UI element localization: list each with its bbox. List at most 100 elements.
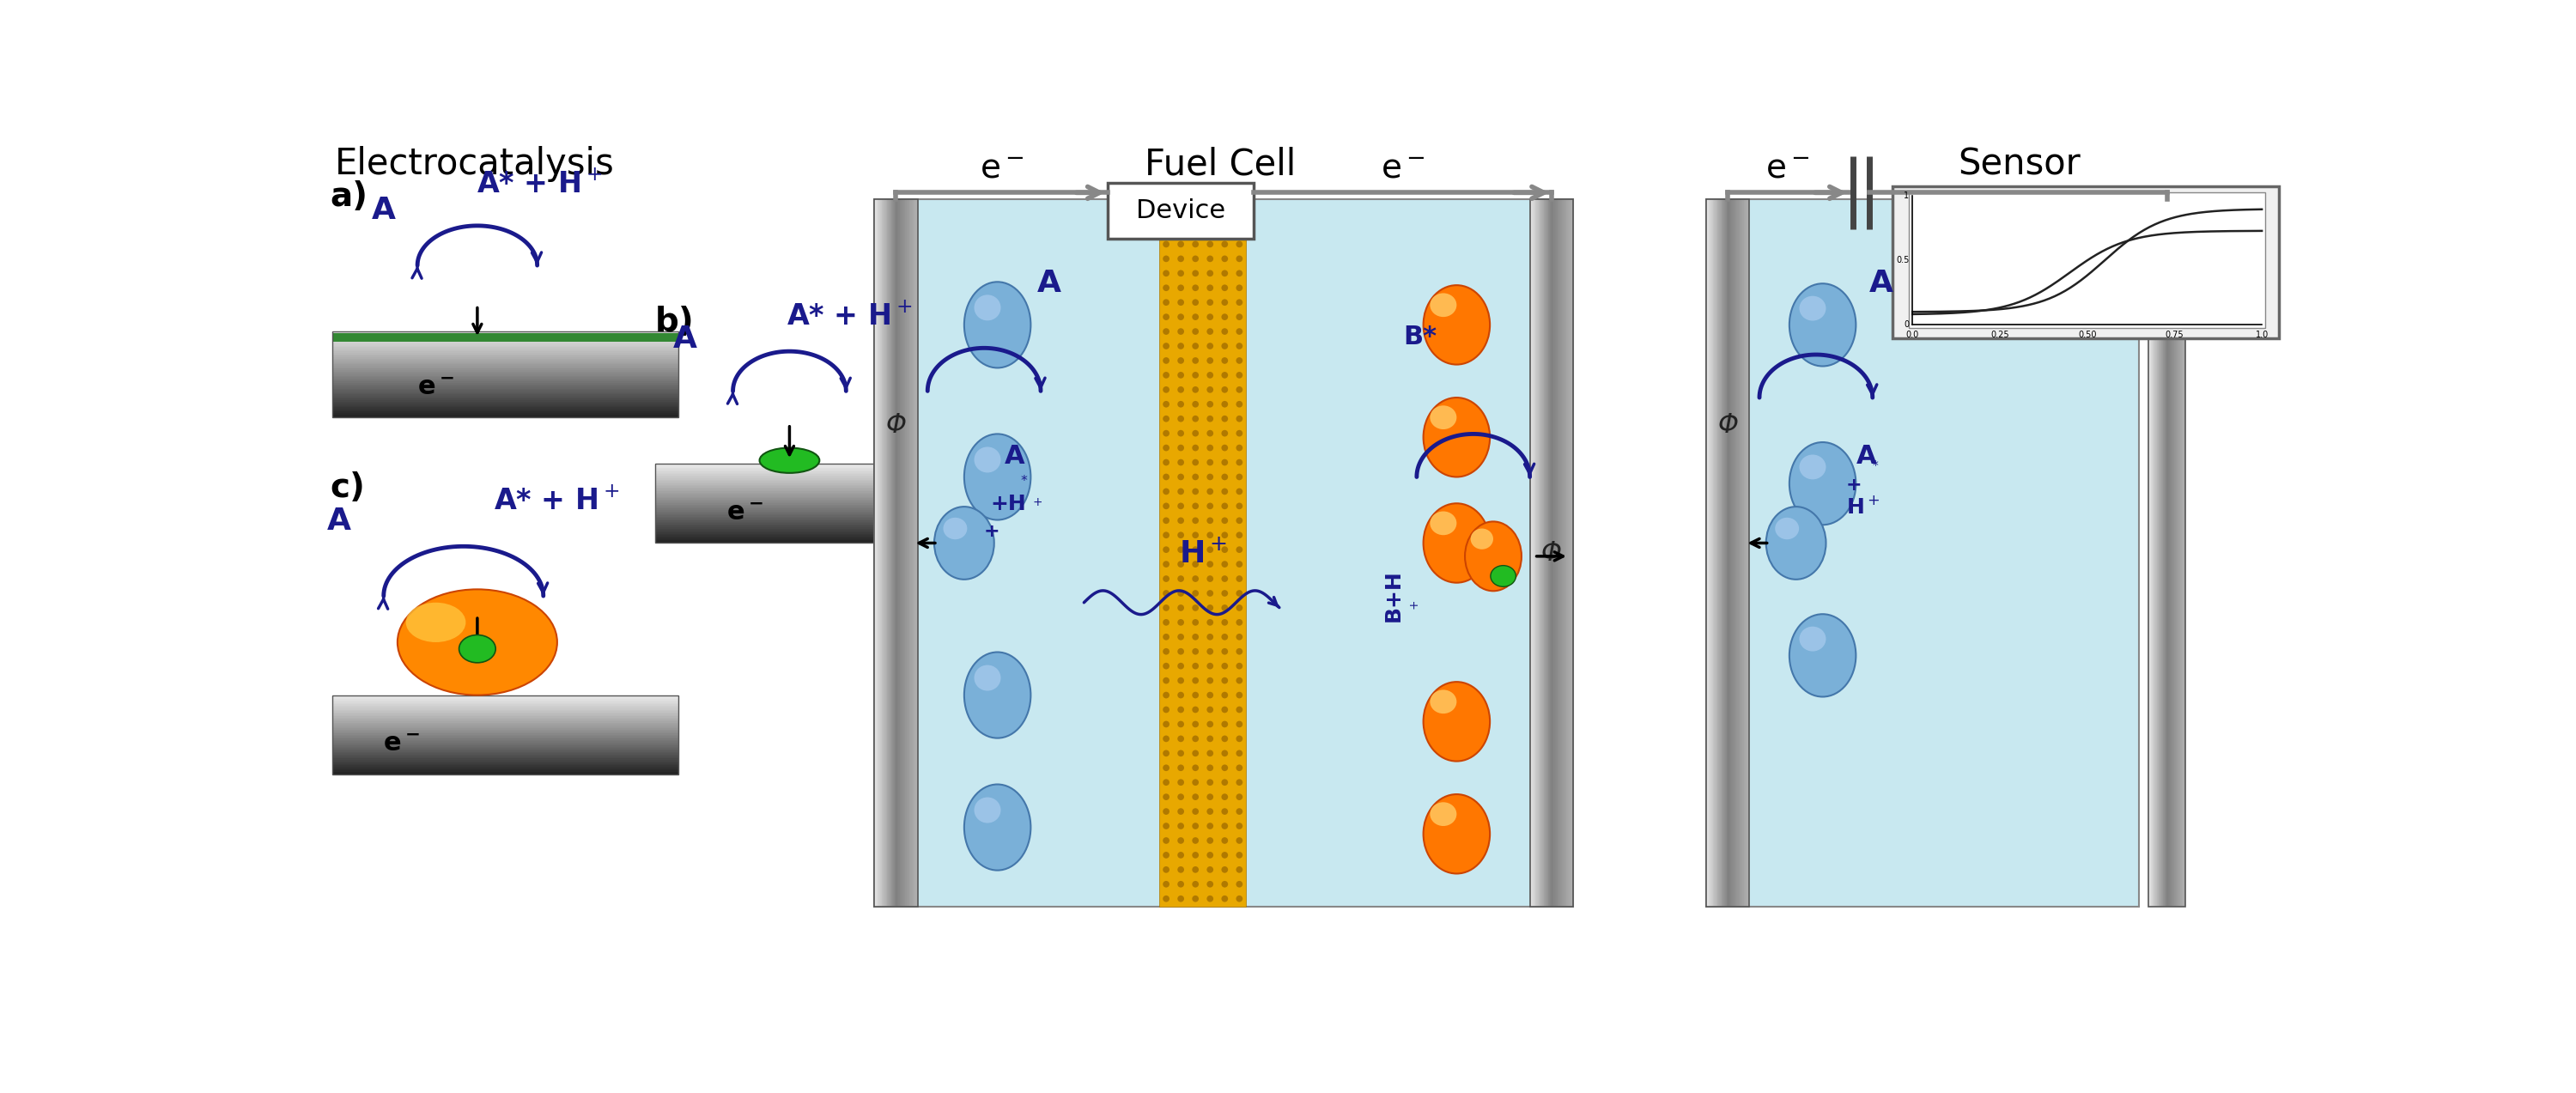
- Text: 0.25: 0.25: [1991, 330, 2009, 339]
- Bar: [654, 482, 953, 483]
- Circle shape: [1177, 837, 1185, 844]
- Circle shape: [1221, 473, 1229, 480]
- Circle shape: [1236, 823, 1242, 830]
- Circle shape: [1177, 634, 1185, 640]
- Bar: [332, 728, 677, 729]
- Circle shape: [1236, 445, 1242, 451]
- Circle shape: [1221, 823, 1229, 830]
- Circle shape: [1162, 895, 1170, 902]
- Ellipse shape: [1430, 802, 1455, 826]
- Bar: [1705, 199, 1749, 907]
- Circle shape: [1206, 415, 1213, 422]
- Ellipse shape: [760, 448, 819, 473]
- Bar: [332, 725, 677, 726]
- Bar: [332, 744, 677, 745]
- Circle shape: [1221, 415, 1229, 422]
- Bar: [332, 366, 677, 367]
- Bar: [332, 740, 677, 741]
- Circle shape: [1177, 779, 1185, 786]
- Bar: [654, 480, 953, 481]
- Circle shape: [1162, 837, 1170, 844]
- Circle shape: [1221, 808, 1229, 814]
- Circle shape: [1221, 604, 1229, 611]
- Circle shape: [1206, 590, 1213, 597]
- Circle shape: [1221, 212, 1229, 219]
- Circle shape: [1193, 648, 1198, 655]
- Circle shape: [1206, 736, 1213, 742]
- Circle shape: [1162, 648, 1170, 655]
- Circle shape: [1162, 546, 1170, 553]
- Text: +: +: [1847, 477, 1862, 494]
- Circle shape: [1236, 415, 1242, 422]
- Bar: [332, 706, 677, 707]
- Bar: [332, 763, 677, 764]
- Circle shape: [1206, 299, 1213, 306]
- Circle shape: [1236, 459, 1242, 466]
- Circle shape: [1193, 590, 1198, 597]
- Circle shape: [1162, 867, 1170, 873]
- Circle shape: [1206, 328, 1213, 334]
- Circle shape: [1177, 343, 1185, 350]
- Bar: [332, 406, 677, 408]
- Bar: [332, 771, 677, 772]
- Circle shape: [1193, 823, 1198, 830]
- Circle shape: [1162, 372, 1170, 378]
- Circle shape: [1206, 473, 1213, 480]
- Bar: [332, 721, 677, 722]
- Text: 1: 1: [1904, 191, 1909, 200]
- Bar: [332, 745, 677, 747]
- Bar: [654, 513, 953, 514]
- Circle shape: [1206, 604, 1213, 611]
- Circle shape: [1221, 328, 1229, 334]
- Text: c): c): [330, 471, 366, 504]
- Text: H$^+$: H$^+$: [1847, 496, 1880, 518]
- Circle shape: [1162, 445, 1170, 451]
- Circle shape: [1162, 604, 1170, 611]
- Text: A: A: [1005, 444, 1025, 469]
- Text: $^+$: $^+$: [1030, 497, 1043, 514]
- Circle shape: [1206, 430, 1213, 436]
- Circle shape: [1221, 881, 1229, 888]
- Circle shape: [1193, 678, 1198, 684]
- Bar: [654, 531, 953, 532]
- Circle shape: [1177, 270, 1185, 277]
- Circle shape: [1206, 779, 1213, 786]
- Bar: [332, 416, 677, 418]
- Bar: [1108, 183, 1255, 239]
- Bar: [654, 502, 953, 504]
- Circle shape: [1221, 692, 1229, 698]
- Bar: [332, 336, 677, 338]
- Bar: [332, 757, 677, 759]
- Circle shape: [1193, 517, 1198, 524]
- Circle shape: [1236, 648, 1242, 655]
- Circle shape: [1193, 357, 1198, 364]
- Bar: [654, 518, 953, 519]
- Circle shape: [1162, 808, 1170, 814]
- Ellipse shape: [1471, 529, 1494, 550]
- Circle shape: [1236, 881, 1242, 888]
- Circle shape: [1206, 226, 1213, 233]
- Circle shape: [1206, 662, 1213, 669]
- Bar: [654, 542, 953, 543]
- Circle shape: [1236, 561, 1242, 567]
- Circle shape: [1206, 357, 1213, 364]
- Ellipse shape: [397, 589, 556, 695]
- Ellipse shape: [1430, 406, 1455, 430]
- Ellipse shape: [1790, 614, 1855, 696]
- Circle shape: [1193, 634, 1198, 640]
- Circle shape: [1236, 357, 1242, 364]
- Circle shape: [1221, 503, 1229, 509]
- Bar: [332, 408, 677, 409]
- Circle shape: [1221, 401, 1229, 408]
- Bar: [654, 463, 953, 543]
- Bar: [654, 494, 953, 495]
- Bar: [332, 695, 677, 775]
- Bar: [332, 348, 677, 349]
- Bar: [332, 360, 677, 362]
- Bar: [332, 344, 677, 345]
- Circle shape: [1193, 532, 1198, 539]
- Bar: [654, 468, 953, 469]
- Circle shape: [1177, 212, 1185, 219]
- Circle shape: [1193, 619, 1198, 625]
- Bar: [332, 398, 677, 399]
